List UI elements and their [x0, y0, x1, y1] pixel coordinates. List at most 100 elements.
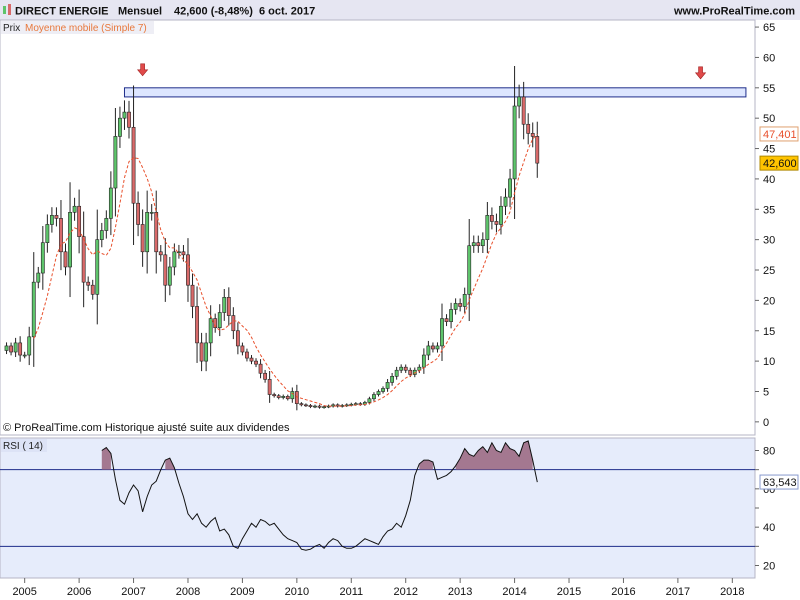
- candle-body: [526, 123, 531, 134]
- rsi-overbought-area: [455, 440, 533, 470]
- header-date: 6 oct. 2017: [259, 6, 315, 18]
- rsi-value-tag-box: [759, 474, 799, 490]
- price-y-tick-label: 50: [763, 113, 775, 125]
- candle-body: [285, 396, 290, 400]
- candle-body: [95, 239, 100, 295]
- candle-body: [249, 357, 254, 362]
- x-tick-label: 2008: [176, 586, 200, 598]
- candle-body: [181, 251, 186, 256]
- candle-body: [290, 391, 295, 400]
- candle-body: [18, 342, 23, 356]
- candle-body: [22, 354, 27, 357]
- candle-body: [258, 363, 263, 374]
- price-y-tick-label: 45: [763, 144, 775, 156]
- price-y-tick-label: 5: [763, 386, 769, 398]
- candle-body: [186, 254, 190, 286]
- x-tick-label: 2006: [67, 586, 91, 598]
- candle-body: [140, 224, 145, 253]
- price-y-axis: 0 5 10 15 20 25 30 35 40 45 50 55 60 65 47,401 42,600: [755, 22, 799, 429]
- price-y-tick-label: 65: [763, 22, 775, 34]
- candle-body: [281, 396, 286, 398]
- rsi-panel: [0, 437, 756, 579]
- candle-body: [154, 212, 159, 253]
- price-panel: [0, 19, 756, 436]
- candle-body: [127, 111, 131, 128]
- header-bar: [0, 0, 800, 20]
- candle-body: [245, 351, 249, 359]
- price-plot: [4, 63, 747, 411]
- candle-body: [353, 403, 358, 405]
- candle-body: [31, 281, 36, 338]
- ma-legend-label: Moyenne mobile (Simple 7): [25, 23, 147, 34]
- x-tick-label: 2013: [448, 586, 472, 598]
- price-y-tick-label: 25: [763, 265, 775, 277]
- candle-body: [72, 205, 77, 213]
- candle-body: [9, 345, 13, 353]
- candle-body: [508, 178, 512, 198]
- price-y-tick-label: 55: [763, 83, 775, 95]
- candle-body: [204, 342, 209, 362]
- candle-body: [208, 318, 213, 344]
- candle-body: [4, 345, 9, 351]
- price-y-tick-label: 60: [763, 52, 775, 64]
- candle-body: [267, 379, 272, 395]
- candle-body: [190, 284, 195, 307]
- price-y-tick-label: 15: [763, 326, 775, 338]
- candle-body: [372, 394, 376, 400]
- candle-body: [13, 342, 18, 353]
- candle-body: [294, 391, 299, 404]
- candle-body: [27, 336, 32, 356]
- rsi-value-tag: 63,543: [763, 477, 797, 489]
- candle-body: [367, 398, 372, 403]
- candle-body: [376, 391, 381, 395]
- candle-body: [453, 303, 458, 310]
- rsi-line: [101, 440, 538, 551]
- candle-body: [104, 218, 109, 231]
- candle-body: [108, 187, 113, 219]
- candle-body: [81, 236, 86, 283]
- rsi-label: RSI ( 14): [3, 441, 43, 452]
- candle-body: [458, 303, 463, 307]
- candle-body: [45, 224, 50, 243]
- candle-body: [99, 230, 104, 240]
- candle-body: [499, 205, 503, 225]
- candle-body: [344, 404, 349, 407]
- candle-body: [421, 354, 426, 368]
- x-tick-label: 2018: [720, 586, 744, 598]
- header-period: Mensuel: [118, 6, 162, 18]
- candle-body: [113, 136, 118, 189]
- candle-body: [240, 345, 245, 353]
- candle-body: [263, 372, 267, 380]
- ma-value-tag-box: [759, 126, 799, 142]
- candle-body: [136, 202, 140, 225]
- rsi-overbought-area: [165, 458, 175, 470]
- price-legend-box: [1, 21, 154, 34]
- candle-body: [471, 242, 476, 247]
- candle-body: [317, 405, 322, 408]
- candle-body: [490, 215, 494, 222]
- price-y-tick-label: 30: [763, 235, 775, 247]
- candle-body: [431, 345, 435, 350]
- candle-body: [444, 318, 449, 322]
- rsi-plot: [0, 440, 755, 551]
- rsi-overbought-area: [101, 447, 111, 470]
- candle-body: [408, 369, 413, 375]
- candle-body: [59, 218, 63, 253]
- rsi-y-tick-label: 80: [763, 446, 775, 458]
- price-y-tick-label: 10: [763, 356, 775, 368]
- candle-body: [381, 388, 385, 392]
- x-tick-label: 2017: [666, 586, 690, 598]
- price-y-tick-label: 0: [763, 417, 769, 429]
- candle-body: [63, 251, 68, 268]
- x-tick-label: 2015: [557, 586, 581, 598]
- candle-body: [426, 345, 431, 356]
- x-tick-label: 2012: [393, 586, 417, 598]
- last-price-tag-box: [759, 155, 799, 171]
- candle-body: [335, 404, 340, 407]
- candle-body: [68, 212, 72, 268]
- candle-body: [440, 318, 444, 347]
- header-site: www.ProRealTime.com: [673, 6, 795, 18]
- candle-body: [517, 96, 522, 107]
